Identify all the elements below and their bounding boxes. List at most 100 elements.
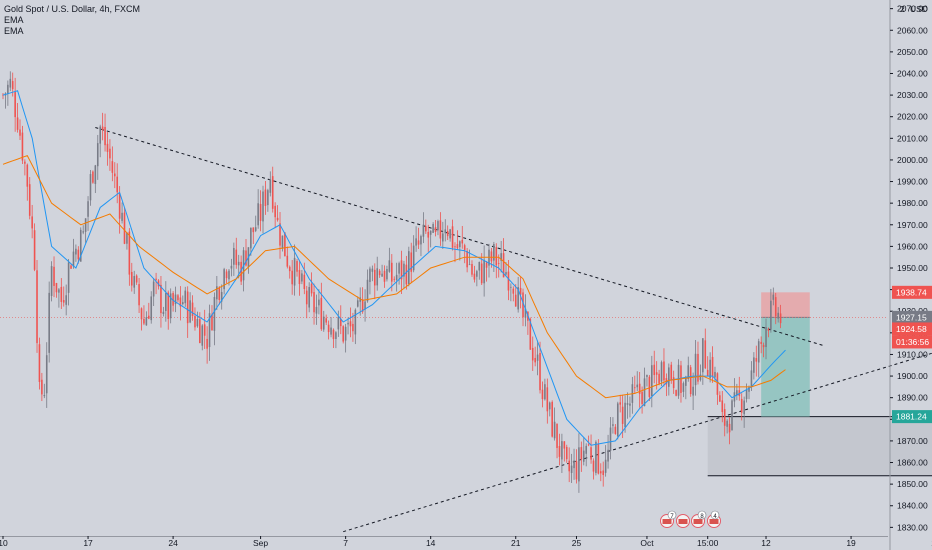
candle: [269, 179, 272, 193]
candle: [135, 275, 138, 283]
candle: [235, 249, 238, 265]
candle: [427, 231, 430, 238]
candle: [165, 293, 167, 311]
candle: [592, 460, 595, 472]
candle: [767, 329, 770, 331]
candle: [556, 423, 558, 448]
candle: [206, 338, 208, 349]
event-count-badge: [667, 510, 677, 520]
downtrend-line[interactable]: [95, 127, 825, 347]
candle: [225, 271, 228, 279]
candle: [536, 354, 539, 361]
candle: [55, 282, 58, 293]
candle: [434, 227, 437, 232]
countdown-label: 01:36:56: [896, 337, 929, 347]
candle: [546, 387, 549, 412]
candle: [689, 367, 692, 395]
stop-zone[interactable]: [761, 292, 810, 318]
candle: [415, 238, 417, 246]
y-tick-label: 2060.00: [897, 25, 928, 35]
candle: [585, 445, 587, 454]
candle: [651, 365, 653, 396]
last-price-label-bg: [892, 310, 932, 324]
stop-price-label-bg: [892, 285, 932, 299]
candle: [621, 406, 624, 424]
candle: [719, 395, 721, 402]
y-tick-label: 1890.00: [897, 393, 928, 403]
candle: [653, 364, 656, 376]
x-tick-label: Oct: [640, 538, 654, 548]
candle: [568, 460, 570, 472]
ema-slow-legend: EMA: [4, 26, 24, 36]
candle: [327, 324, 330, 333]
candle: [111, 161, 114, 173]
candle: [315, 306, 318, 314]
candle: [383, 270, 386, 282]
candle: [167, 292, 170, 319]
candle: [444, 229, 447, 234]
candle: [184, 290, 187, 304]
candle: [643, 378, 646, 407]
candle: [148, 315, 150, 319]
candle: [177, 295, 179, 301]
event-flag-stripe: [678, 519, 688, 524]
candle: [740, 398, 743, 413]
countdown-label-bg: [892, 335, 932, 349]
candle: [14, 92, 16, 118]
candle: [267, 190, 269, 206]
event-count: 7: [670, 514, 674, 520]
fib-zone[interactable]: [707, 416, 932, 476]
candle: [507, 271, 510, 291]
candle: [361, 299, 364, 312]
candle: [43, 395, 46, 397]
candle: [619, 402, 622, 405]
candle: [344, 326, 347, 341]
candle: [335, 332, 337, 339]
candle: [449, 229, 451, 239]
candle: [123, 212, 126, 244]
candle: [575, 461, 578, 480]
candle: [152, 281, 155, 297]
candle: [271, 176, 274, 209]
candle: [26, 164, 29, 187]
candle: [762, 344, 765, 348]
candle: [359, 297, 362, 302]
candle: [541, 389, 544, 400]
candle: [320, 297, 323, 330]
candle: [70, 265, 72, 269]
x-tick-label: 25: [572, 538, 582, 548]
candle: [349, 321, 352, 327]
candle: [437, 221, 439, 231]
event-flag-stripe: [662, 519, 672, 524]
candle: [697, 353, 699, 382]
candle: [259, 203, 262, 221]
candle: [731, 400, 733, 431]
y-tick-label: 1860.00: [897, 458, 928, 468]
y-tick-label: 2070.00: [897, 4, 928, 14]
candle: [476, 271, 478, 277]
candle: [539, 352, 541, 391]
candle: [230, 265, 233, 269]
candle: [101, 126, 104, 131]
candle: [62, 300, 65, 303]
candle: [412, 245, 415, 271]
candle: [213, 296, 216, 331]
time-axis[interactable]: [0, 536, 888, 550]
candle: [420, 236, 422, 245]
candle: [342, 326, 344, 342]
candle: [629, 403, 631, 406]
x-tick-label: 17: [83, 538, 93, 548]
candle: [699, 374, 702, 380]
candle: [687, 365, 690, 379]
y-tick-label: 2050.00: [897, 47, 928, 57]
candle: [456, 244, 459, 249]
candle: [172, 293, 174, 306]
candle: [459, 241, 461, 248]
candle: [99, 126, 101, 144]
candle: [728, 423, 731, 433]
candle: [442, 233, 444, 242]
candle: [641, 391, 643, 404]
candle: [670, 364, 673, 380]
y-tick-label: 1980.00: [897, 198, 928, 208]
